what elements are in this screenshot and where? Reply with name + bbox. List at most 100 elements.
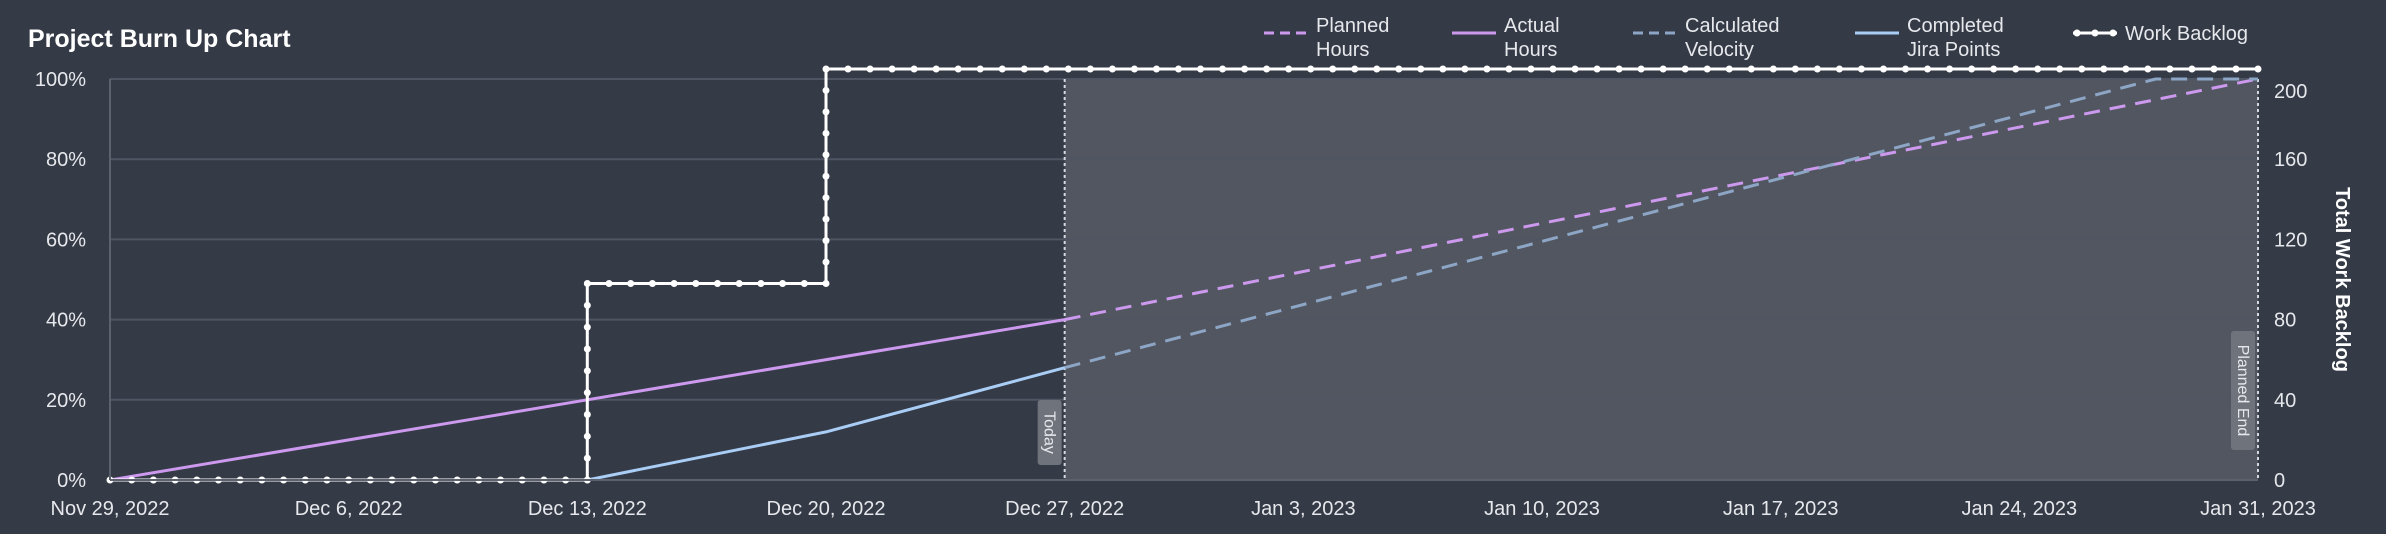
work-backlog-point: [2210, 65, 2218, 73]
x-tick-label: Nov 29, 2022: [51, 498, 170, 520]
work-backlog-point: [583, 367, 591, 375]
future-period-area: [1064, 79, 2258, 480]
series-line-planned-hours: [1064, 77, 2259, 322]
work-backlog-point: [1549, 65, 1557, 73]
work-backlog-point: [2056, 65, 2064, 73]
work-backlog-point: [866, 65, 874, 73]
y-left-tick-label: 0%: [57, 470, 86, 492]
work-backlog-point: [822, 172, 830, 180]
x-tick-label: Dec 20, 2022: [767, 498, 886, 520]
x-tick-label: Jan 10, 2023: [1484, 498, 1600, 520]
work-backlog-point: [1681, 65, 1689, 73]
date-markers: Today Planned End: [1037, 79, 2259, 480]
work-backlog-point: [2232, 65, 2240, 73]
work-backlog-point: [779, 280, 787, 288]
work-backlog-point: [1791, 65, 1799, 73]
work-backlog-point: [1197, 65, 1205, 73]
work-backlog-point: [910, 65, 918, 73]
work-backlog-point: [1461, 65, 1469, 73]
work-backlog-point: [1174, 65, 1182, 73]
legend-swatch-dot: [2091, 29, 2099, 37]
axes: 0% 20% 40% 60% 80% 100% 0 40 80 120 160 200 Total Wo…: [35, 69, 2353, 520]
legend-swatch-dot: [2109, 29, 2117, 37]
y-right-tick-label: 80: [2274, 310, 2296, 332]
work-backlog-point: [1747, 65, 1755, 73]
work-backlog-point: [1968, 65, 1976, 73]
work-backlog-point: [822, 108, 830, 116]
work-backlog-point: [2100, 65, 2108, 73]
legend-label: Hours: [1504, 39, 1557, 61]
work-backlog-point: [1351, 65, 1359, 73]
work-backlog-point: [932, 65, 940, 73]
work-backlog-point: [1659, 65, 1667, 73]
work-backlog-point: [822, 215, 830, 223]
legend-label: Hours: [1316, 39, 1369, 61]
work-backlog-point: [822, 65, 830, 73]
work-backlog-point: [605, 280, 613, 288]
work-backlog-point: [583, 345, 591, 353]
work-backlog-point: [1439, 65, 1447, 73]
work-backlog-point: [1703, 65, 1711, 73]
work-backlog-point: [822, 86, 830, 94]
work-backlog-point: [822, 280, 830, 288]
work-backlog-point: [648, 280, 656, 288]
work-backlog-point: [1946, 65, 1954, 73]
work-backlog-point: [2188, 65, 2196, 73]
work-backlog-point: [1505, 65, 1513, 73]
work-backlog-point: [1924, 65, 1932, 73]
work-backlog-point: [1615, 65, 1623, 73]
work-backlog-point: [2144, 65, 2152, 73]
work-backlog-point: [1769, 65, 1777, 73]
y-right-tick-label: 160: [2274, 149, 2307, 171]
y-right-tick-label: 120: [2274, 229, 2307, 251]
legend-label: Planned: [1316, 15, 1389, 37]
legend-label: Work Backlog: [2125, 23, 2248, 45]
work-backlog-point: [2122, 65, 2130, 73]
work-backlog-point: [1417, 65, 1425, 73]
y-left-tick-label: 20%: [46, 390, 86, 412]
work-backlog-point: [583, 432, 591, 440]
work-backlog-point: [1241, 65, 1249, 73]
work-backlog-point: [1108, 65, 1116, 73]
work-backlog-point: [1593, 65, 1601, 73]
y-left-tick-label: 40%: [46, 310, 86, 332]
work-backlog-point: [1152, 65, 1160, 73]
work-backlog-point: [1373, 65, 1381, 73]
legend-label: Completed: [1907, 15, 2004, 37]
work-backlog-point: [1879, 65, 1887, 73]
work-backlog-point: [583, 301, 591, 309]
work-backlog-point: [822, 237, 830, 245]
y-left-tick-label: 60%: [46, 229, 86, 251]
work-backlog-point: [583, 280, 591, 288]
y-right-tick-label: 0: [2274, 470, 2285, 492]
legend-label: Calculated: [1685, 15, 1780, 37]
work-backlog-point: [888, 65, 896, 73]
work-backlog-point: [583, 389, 591, 397]
work-backlog-point: [1857, 65, 1865, 73]
work-backlog-point: [1527, 65, 1535, 73]
work-backlog-point: [998, 65, 1006, 73]
work-backlog-point: [1285, 65, 1293, 73]
work-backlog-point: [822, 258, 830, 266]
work-backlog-point: [1990, 65, 1998, 73]
work-backlog-point: [1064, 65, 1072, 73]
x-tick-label: Jan 24, 2023: [1962, 498, 2078, 520]
legend-swatch-dot: [2073, 29, 2081, 37]
x-tick-label: Jan 31, 2023: [2200, 498, 2316, 520]
work-backlog-point: [954, 65, 962, 73]
work-backlog-point: [822, 194, 830, 202]
work-backlog-point: [692, 280, 700, 288]
work-backlog-point: [670, 280, 678, 288]
x-tick-label: Dec 6, 2022: [295, 498, 403, 520]
work-backlog-point: [1902, 65, 1910, 73]
work-backlog-point: [714, 280, 722, 288]
work-backlog-point: [2166, 65, 2174, 73]
work-backlog-point: [1571, 65, 1579, 73]
work-backlog-point: [822, 151, 830, 159]
marker-badge-today: [1037, 400, 1062, 465]
work-backlog-point: [735, 280, 743, 288]
work-backlog-point: [1835, 65, 1843, 73]
